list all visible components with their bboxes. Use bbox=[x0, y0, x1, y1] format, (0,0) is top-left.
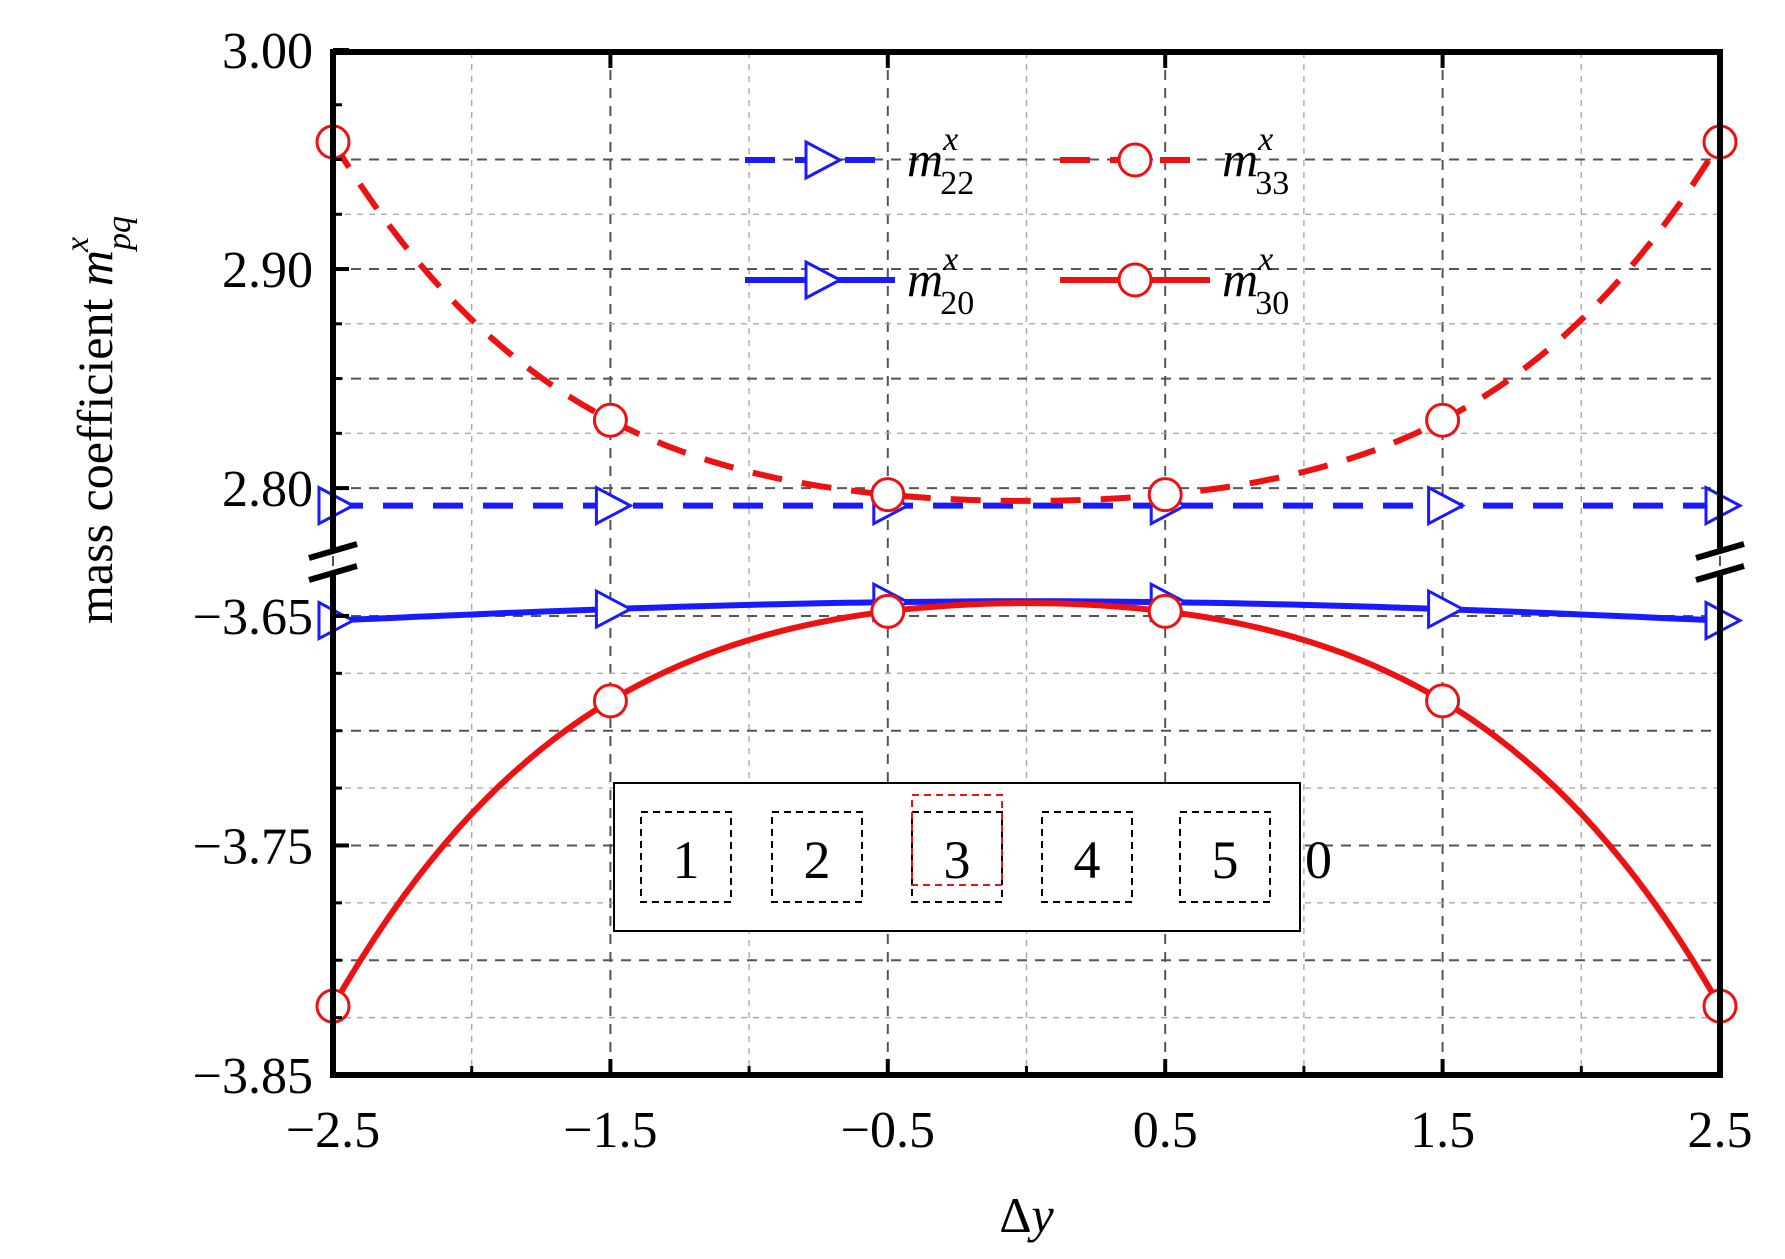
inset-box-3 bbox=[911, 811, 1003, 903]
curves bbox=[330, 140, 1723, 1008]
inset-frame bbox=[613, 782, 1301, 932]
point-m22 bbox=[1427, 485, 1466, 527]
point-m30 bbox=[870, 593, 906, 629]
y-tick-label: −3.65 bbox=[193, 589, 313, 646]
point-m33 bbox=[592, 402, 628, 438]
x-axis-title: Δy bbox=[999, 1187, 1054, 1243]
y-axis-title: mass coefficient mpqx bbox=[59, 216, 138, 624]
grid bbox=[332, 52, 1721, 1075]
series-line-m30 bbox=[330, 600, 1723, 1008]
point-m33 bbox=[870, 477, 906, 513]
ticks: −2.5 −1.5 −0.5 0.5 1.5 2.5 2.80 2.90 3.00 −3.85 −3… bbox=[193, 23, 1753, 1159]
legend-label-m30: mx 30 bbox=[1222, 241, 1289, 322]
x-tick-label: −2.5 bbox=[286, 1102, 380, 1159]
axis-break-mark bbox=[308, 541, 358, 561]
inset-box-label: 3 bbox=[944, 830, 971, 890]
inset-box-1 bbox=[640, 811, 732, 903]
markers bbox=[315, 124, 1744, 1024]
axes bbox=[308, 49, 1745, 1078]
axis-titles: Δy mass coefficient mpqx bbox=[59, 216, 1054, 1243]
legend-label-m33: mx 33 bbox=[1222, 121, 1289, 202]
axis-break-mark bbox=[1695, 563, 1745, 583]
point-m33 bbox=[1147, 477, 1183, 513]
inset-box-4 bbox=[1041, 811, 1133, 903]
x-tick-label: 2.5 bbox=[1688, 1102, 1753, 1159]
inset-diagram: 1 2 3 4 5 0 bbox=[613, 782, 1332, 932]
x-tick-label: 1.5 bbox=[1410, 1102, 1475, 1159]
inset-box-2 bbox=[771, 811, 863, 903]
y-tick-label: 2.90 bbox=[222, 242, 313, 299]
y-tick-label: 2.80 bbox=[222, 461, 313, 518]
legend: mx 22 mx 33 mx 20 mx 30 bbox=[745, 121, 1289, 322]
inset-box-label: 2 bbox=[804, 830, 831, 890]
point-m20 bbox=[594, 588, 634, 630]
inset-trailing-label: 0 bbox=[1305, 830, 1332, 890]
legend-label-m20: mx 20 bbox=[907, 241, 974, 322]
axis-break-mark bbox=[1695, 541, 1745, 561]
series-line-m33 bbox=[330, 140, 1723, 504]
point-m33 bbox=[1425, 402, 1461, 438]
inset-box-5 bbox=[1179, 811, 1271, 903]
inset-box-label: 1 bbox=[673, 830, 700, 890]
y-tick-label: −3.85 bbox=[193, 1048, 313, 1105]
inset-box-highlight bbox=[911, 794, 1003, 886]
legend-marker-m30 bbox=[1117, 262, 1153, 298]
legend-marker-m33 bbox=[1117, 142, 1153, 178]
y-tick-label: −3.75 bbox=[193, 818, 313, 875]
legend-label-m22: mx 22 bbox=[907, 121, 974, 202]
x-tick-label: 0.5 bbox=[1133, 1102, 1198, 1159]
inset-box-label: 5 bbox=[1212, 830, 1239, 890]
point-m22 bbox=[594, 485, 634, 527]
x-tick-label: −0.5 bbox=[841, 1102, 935, 1159]
point-m30 bbox=[592, 683, 628, 719]
x-tick-label: −1.5 bbox=[563, 1102, 657, 1159]
legend-marker-m20 bbox=[804, 259, 844, 301]
point-m30 bbox=[1147, 593, 1183, 629]
legend-marker-m22 bbox=[804, 139, 844, 181]
point-m30 bbox=[1425, 683, 1461, 719]
inset-box-label: 4 bbox=[1074, 830, 1101, 890]
point-m20 bbox=[1427, 588, 1466, 630]
y-tick-label: 3.00 bbox=[222, 23, 313, 80]
axis-break-mark bbox=[308, 563, 358, 583]
